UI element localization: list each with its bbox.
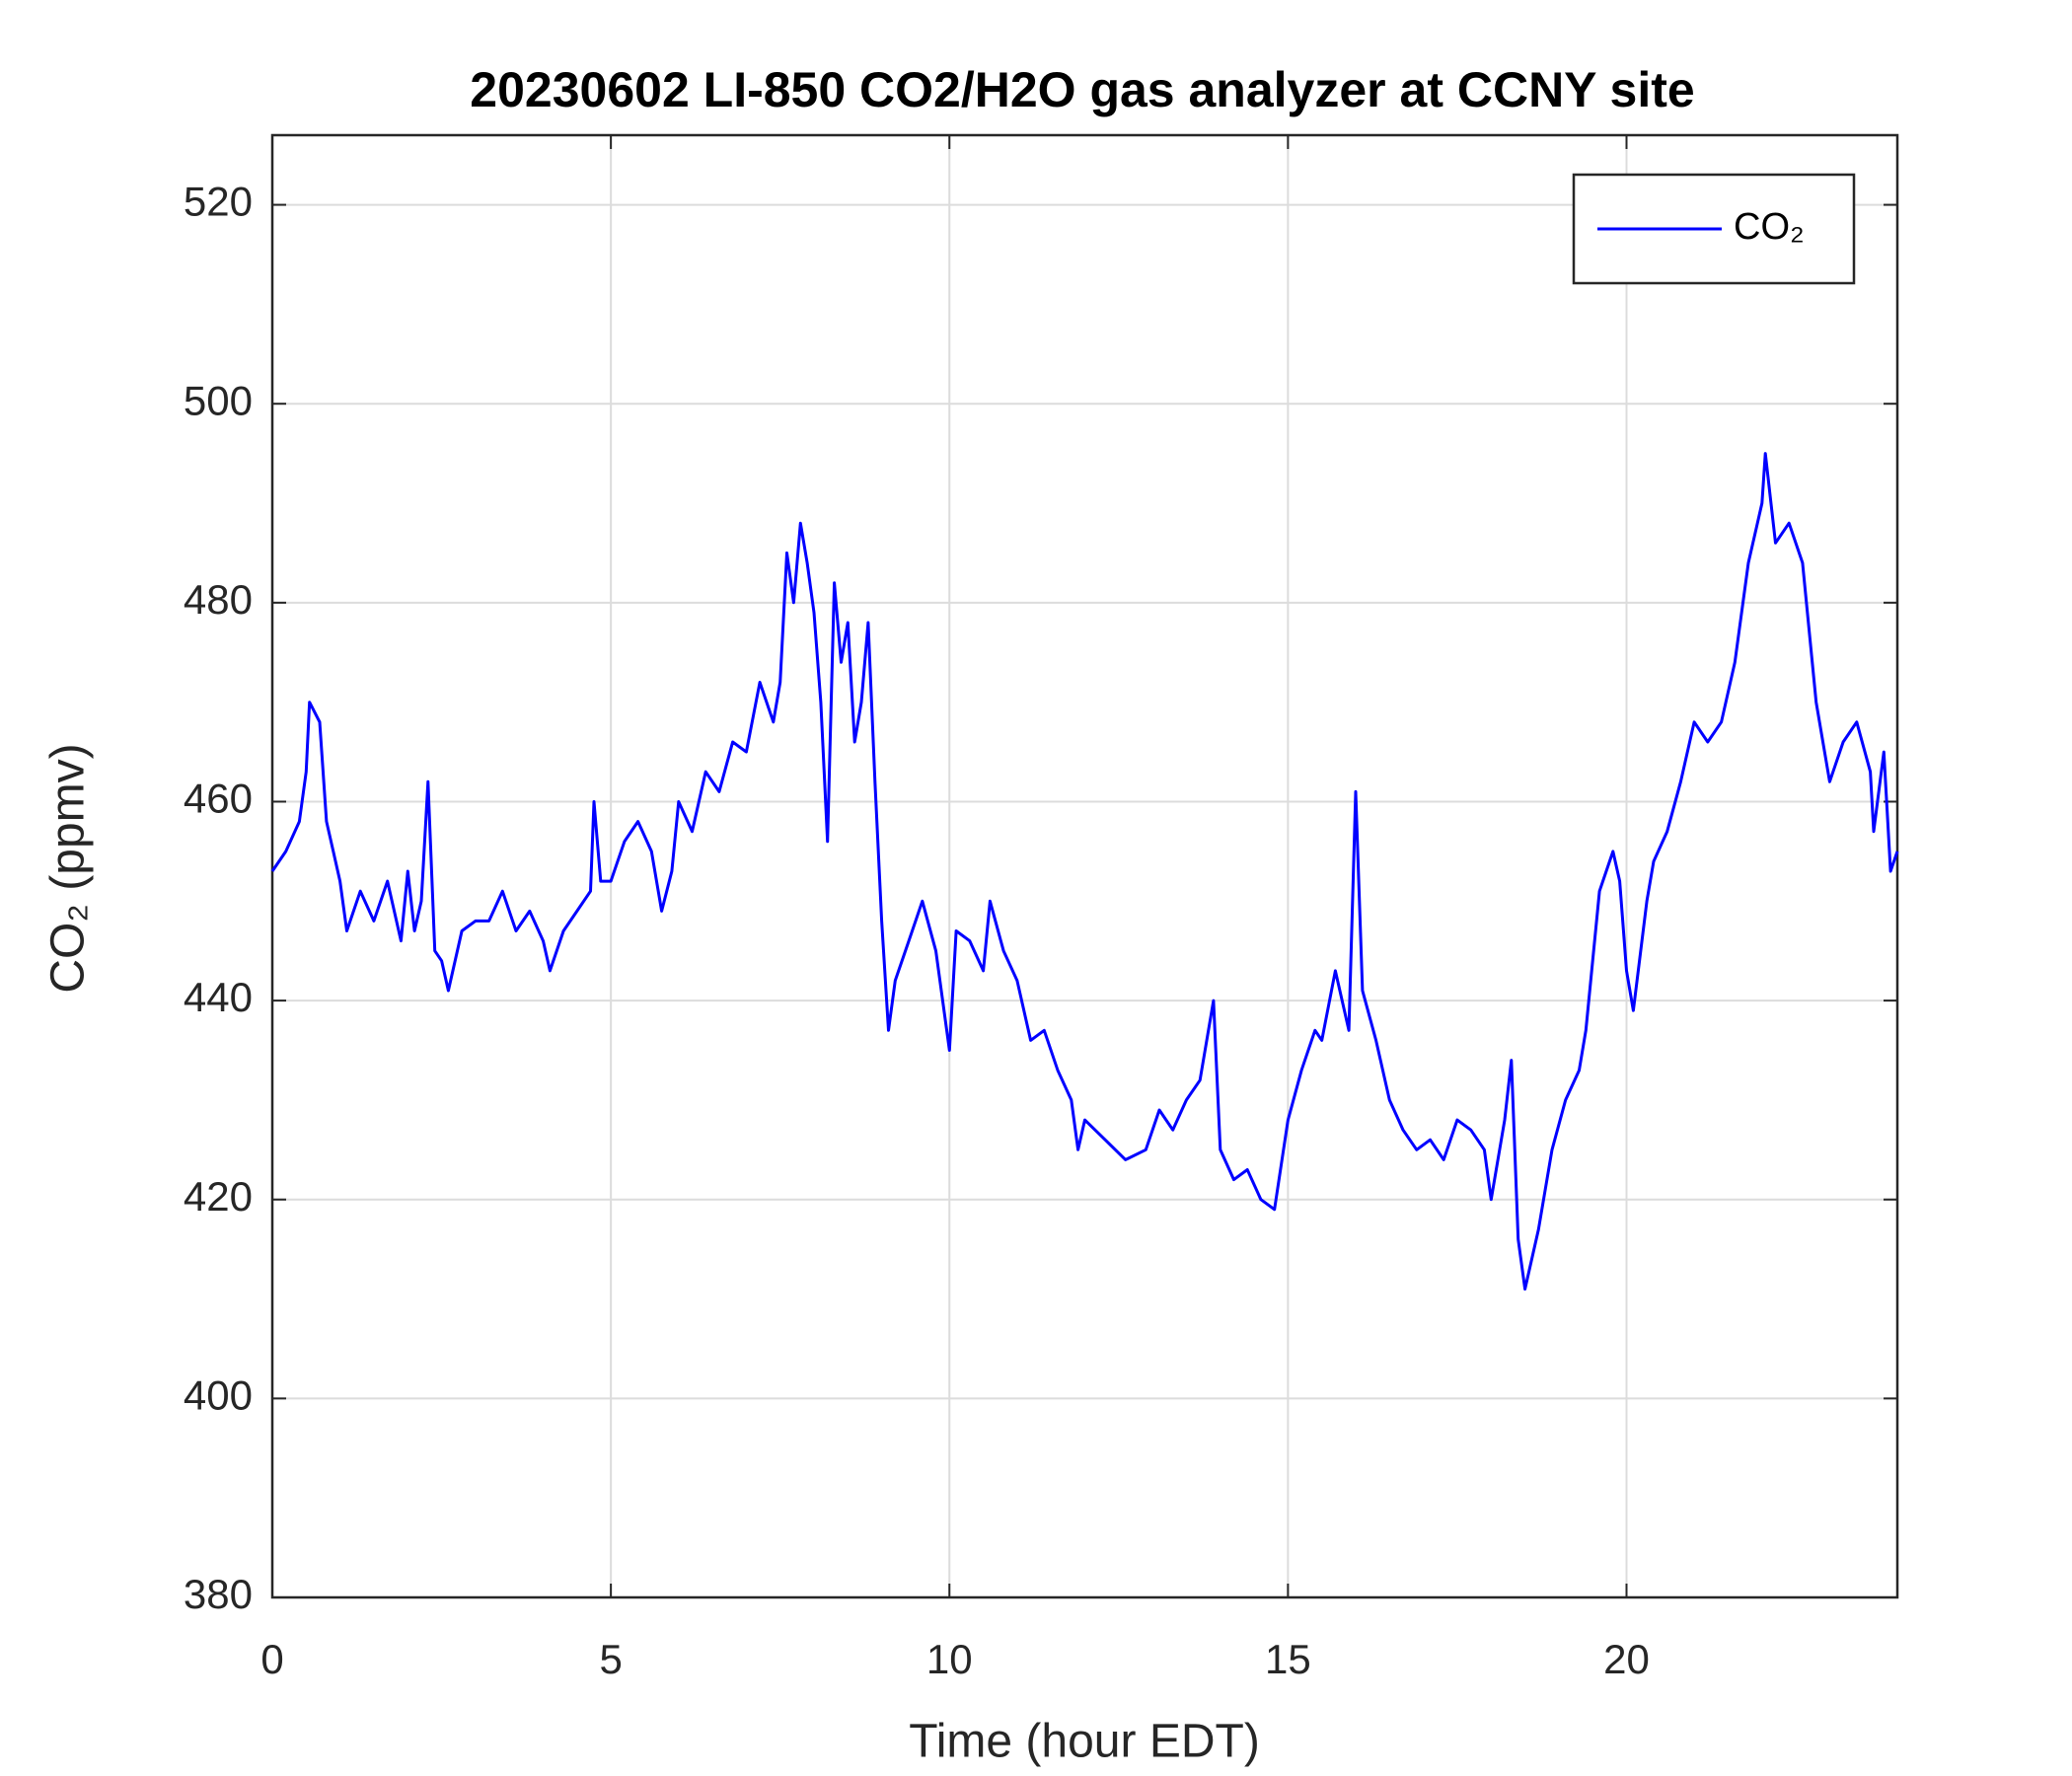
chart-title: 20230602 LI-850 CO2/H2O gas analyzer at … — [470, 62, 1694, 117]
y-tick-label: 460 — [184, 776, 253, 822]
y-tick-label: 520 — [184, 179, 253, 225]
x-tick-label: 20 — [1603, 1636, 1650, 1682]
y-tick-label: 500 — [184, 377, 253, 423]
y-tick-label: 420 — [184, 1173, 253, 1220]
x-tick-label: 15 — [1265, 1636, 1311, 1682]
legend-label: CO₂ — [1734, 206, 1805, 248]
data-line — [270, 452, 1899, 1291]
plot-frame — [270, 133, 1899, 1599]
y-tick-label: 480 — [184, 576, 253, 623]
y-tick-label: 380 — [184, 1571, 253, 1617]
x-tick-label: 0 — [260, 1636, 283, 1682]
y-tick-label: 440 — [184, 974, 253, 1020]
x-axis-title: Time (hour EDT) — [909, 1716, 1260, 1768]
y-axis-title: CO₂ (ppmv) — [42, 743, 95, 993]
x-tick-label: 5 — [599, 1636, 622, 1682]
x-tick-label: 10 — [926, 1636, 973, 1682]
y-tick-label: 400 — [184, 1371, 253, 1418]
